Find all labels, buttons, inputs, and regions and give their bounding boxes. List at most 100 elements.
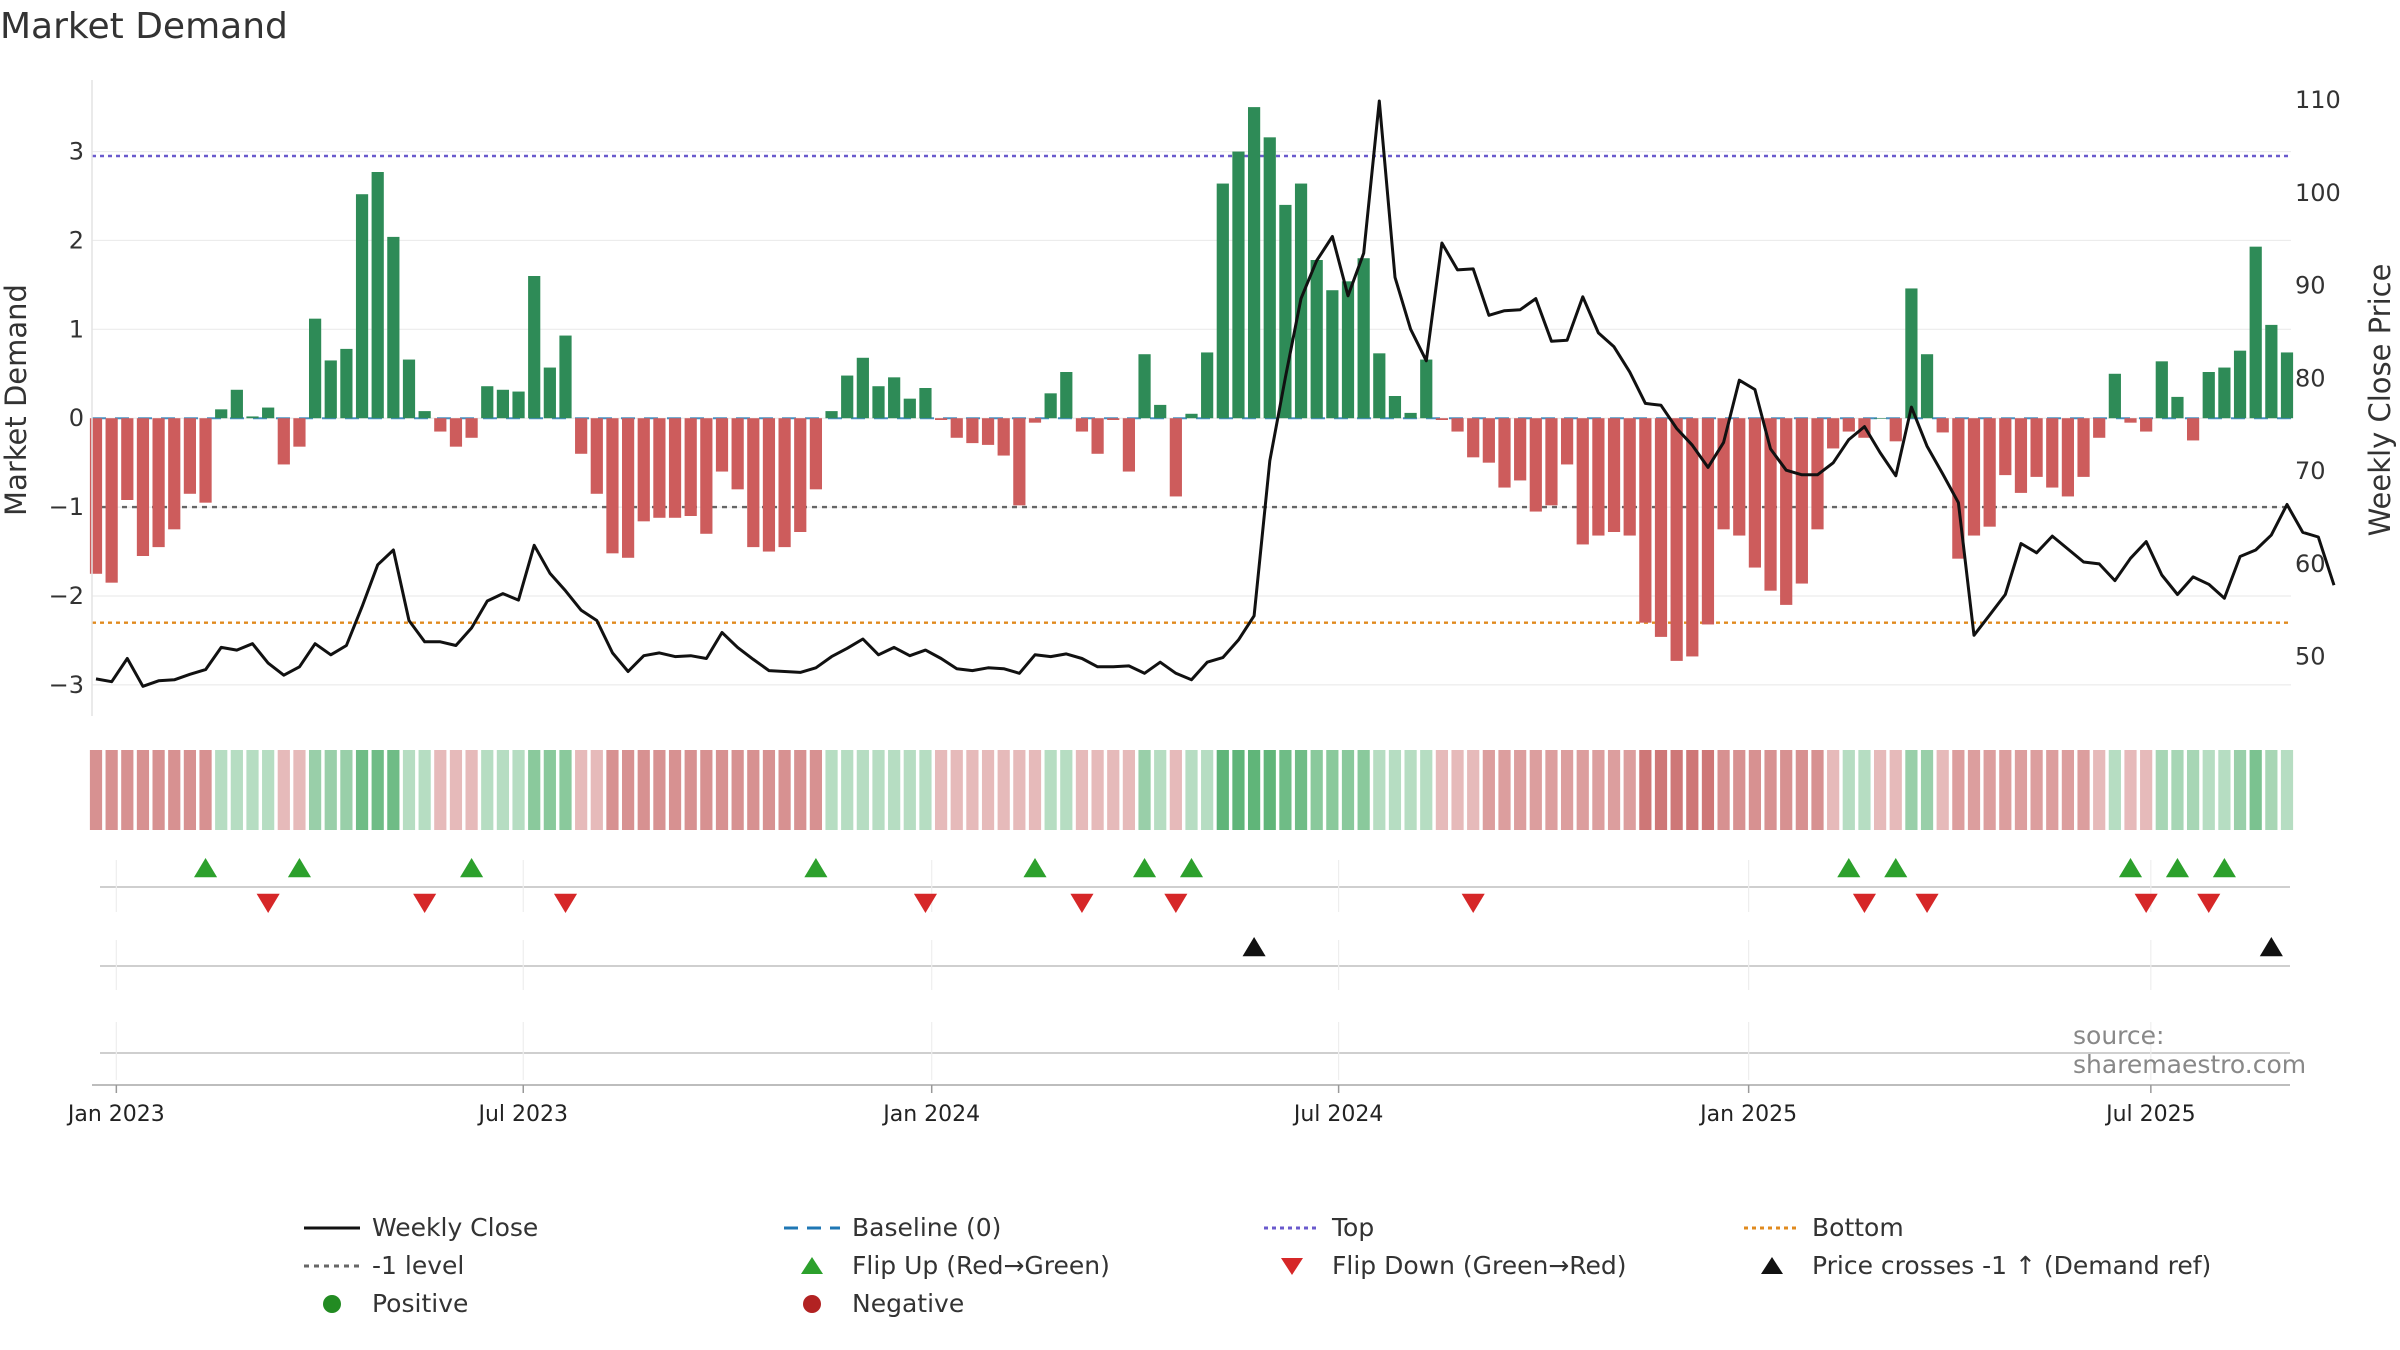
- legend-baseline[interactable]: Baseline (0): [780, 1210, 1001, 1244]
- heat-cell: [715, 750, 729, 830]
- dot-icon: [323, 1295, 341, 1313]
- heat-cell: [2265, 750, 2278, 830]
- x-tick-label: Jan 2023: [66, 1102, 165, 1127]
- demand-bar: [1435, 418, 1449, 420]
- legend-line-dotted-icon: [304, 1264, 360, 1268]
- demand-bar: [1670, 418, 1683, 661]
- y-tick-label: −1: [49, 493, 84, 521]
- flip-down-marker: [2197, 893, 2221, 913]
- heat-cell: [1201, 750, 1214, 830]
- flip-up-marker: [194, 858, 218, 878]
- y-tick-label: −2: [49, 582, 84, 610]
- demand-bar: [324, 360, 337, 419]
- heat-cell: [1232, 750, 1245, 830]
- heat-cell: [2233, 750, 2247, 830]
- heat-cell: [1373, 750, 1386, 830]
- heat-cell: [762, 750, 776, 830]
- flip-up-marker: [1179, 858, 1204, 878]
- demand-bar: [1654, 418, 1668, 637]
- heat-cell: [1357, 750, 1370, 830]
- heat-cell: [1936, 750, 1949, 830]
- heat-cell: [293, 750, 306, 830]
- legend-label: Top: [1332, 1213, 1375, 1242]
- demand-bar: [1576, 418, 1589, 545]
- flip-up-marker: [2212, 858, 2236, 878]
- legend-label: Negative: [852, 1289, 965, 1318]
- heat-cell: [465, 750, 478, 830]
- heat-cell: [1827, 750, 1840, 830]
- demand-bar: [997, 418, 1010, 456]
- demand-bar: [1044, 393, 1057, 419]
- x-tick-label: Jul 2025: [2104, 1102, 2196, 1127]
- demand-bar: [277, 418, 290, 465]
- legend-flip-up[interactable]: Flip Up (Red→Green): [780, 1248, 1110, 1282]
- legend-negative[interactable]: Negative: [780, 1286, 964, 1320]
- demand-bar: [230, 389, 243, 419]
- heat-cell: [1858, 750, 1871, 830]
- demand-bar: [888, 377, 901, 419]
- demand-bar: [1607, 418, 1621, 532]
- demand-bar: [590, 418, 603, 494]
- flip-up-marker: [1884, 858, 1908, 878]
- heat-cell: [1154, 750, 1167, 830]
- heat-cell: [919, 750, 932, 830]
- demand-bar: [1388, 396, 1402, 419]
- heat-cell: [1028, 750, 1042, 830]
- heat-cell: [1686, 750, 1699, 830]
- demand-bar: [1122, 418, 1136, 472]
- legend-top[interactable]: Top: [1260, 1210, 1374, 1244]
- y2-tick-label: 100: [2295, 179, 2341, 207]
- heat-cell: [1873, 750, 1887, 830]
- demand-bar: [168, 418, 181, 530]
- demand-bar: [293, 418, 306, 447]
- heat-cell: [528, 750, 541, 830]
- heat-cell: [387, 750, 400, 830]
- heat-cell: [262, 750, 275, 830]
- legend-weekly-close[interactable]: Weekly Close: [300, 1210, 538, 1244]
- demand-bar: [2265, 324, 2278, 419]
- legend-positive[interactable]: Positive: [300, 1286, 468, 1320]
- demand-bar: [481, 386, 494, 419]
- demand-bar: [1889, 418, 1902, 442]
- demand-bar: [1263, 137, 1276, 419]
- x-tick-label: Jan 2024: [881, 1102, 980, 1127]
- demand-bar: [496, 389, 510, 419]
- heat-cell: [1247, 750, 1261, 830]
- flip-up-marker: [2165, 858, 2189, 878]
- y-axis-label: Market Demand: [0, 284, 33, 516]
- legend-flip-down[interactable]: Flip Down (Green→Red): [1260, 1248, 1627, 1282]
- heat-cell: [340, 750, 353, 830]
- heat-cell: [1404, 750, 1417, 830]
- heat-cell: [1654, 750, 1668, 830]
- y2-tick-label: 80: [2295, 364, 2326, 392]
- y-tick-label: −3: [49, 671, 84, 699]
- flip-down-marker: [1164, 893, 1188, 913]
- heat-cell: [230, 750, 243, 830]
- demand-bar: [981, 418, 995, 445]
- demand-bar: [637, 418, 650, 522]
- heat-cell: [590, 750, 603, 830]
- heat-cell: [1717, 750, 1730, 830]
- heat-cell: [1060, 750, 1073, 830]
- legend-price-cross[interactable]: Price crosses -1 ↑ (Demand ref): [1740, 1248, 2211, 1282]
- triangle-up-icon: [1761, 1257, 1783, 1274]
- heat-cell: [794, 750, 807, 830]
- demand-bar: [355, 194, 369, 419]
- heat-cell: [856, 750, 869, 830]
- legend-bottom[interactable]: Bottom: [1740, 1210, 1904, 1244]
- legend-minus1[interactable]: -1 level: [300, 1248, 464, 1282]
- heat-cell: [606, 750, 619, 830]
- demand-bar: [778, 418, 791, 548]
- heat-cell: [543, 750, 556, 830]
- demand-bar: [449, 418, 463, 447]
- heat-cell: [1999, 750, 2012, 830]
- y-tick-label: 0: [69, 404, 84, 432]
- heat-cell: [575, 750, 588, 830]
- heat-cell: [2171, 750, 2184, 830]
- demand-bar: [762, 418, 776, 552]
- demand-bar: [246, 416, 259, 419]
- demand-bar: [402, 359, 416, 419]
- heat-cell: [1294, 750, 1308, 830]
- heat-cell: [215, 750, 228, 830]
